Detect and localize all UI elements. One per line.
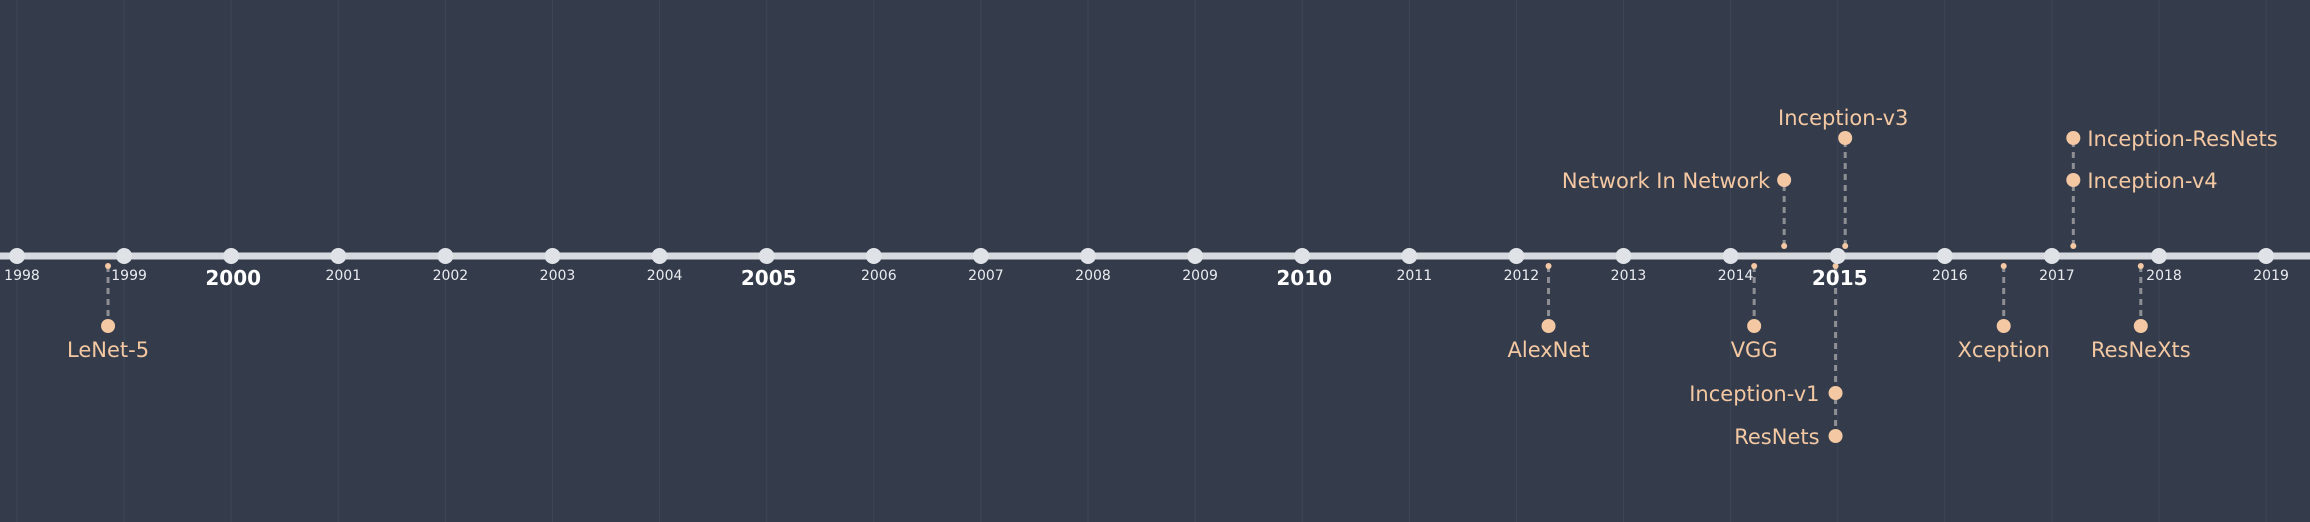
year-label-2000: 2000 <box>205 266 261 290</box>
event-marker-resnexts <box>2133 319 2148 333</box>
event-marker-vgg <box>1747 319 1762 333</box>
event-marker-inception-v1 <box>1828 386 1843 400</box>
year-label-2015: 2015 <box>1812 266 1868 290</box>
year-label-2008: 2008 <box>1075 268 1111 284</box>
year-label-2011: 2011 <box>1396 268 1432 284</box>
event-marker-lenet-5 <box>101 319 116 333</box>
event-anchor-dot <box>1842 243 1849 249</box>
event-marker-inception-v4 <box>2066 173 2081 187</box>
year-node-2002 <box>437 248 454 264</box>
event-label-lenet-5: LeNet-5 <box>67 338 149 362</box>
event-marker-xception <box>1996 319 2011 333</box>
event-label-resnets: ResNets <box>1734 425 1819 449</box>
year-node-2010 <box>1294 248 1311 264</box>
year-label-2018: 2018 <box>2146 268 2182 284</box>
year-label-2006: 2006 <box>861 268 897 284</box>
event-label-inception-v1: Inception-v1 <box>1689 382 1819 406</box>
year-label-2014: 2014 <box>1718 268 1754 284</box>
event-marker-resnets <box>1828 429 1843 443</box>
year-node-2006 <box>865 248 882 264</box>
year-label-2001: 2001 <box>325 268 361 284</box>
event-label-alexnet: AlexNet <box>1508 338 1590 362</box>
year-node-2016 <box>1936 248 1953 264</box>
year-node-2013 <box>1615 248 1632 264</box>
event-anchor-dot <box>105 263 112 269</box>
year-label-2012: 2012 <box>1504 268 1540 284</box>
year-label-2007: 2007 <box>968 268 1004 284</box>
year-node-2017 <box>2043 248 2060 264</box>
year-node-2012 <box>1508 248 1525 264</box>
event-connectors <box>105 138 2144 436</box>
event-anchor-dot <box>1781 243 1788 249</box>
year-node-2003 <box>544 248 561 264</box>
event-label-resnexts: ResNeXts <box>2091 338 2191 362</box>
year-label-1999: 1999 <box>111 268 147 284</box>
event-label-xception: Xception <box>1957 338 2049 362</box>
year-label-2009: 2009 <box>1182 268 1218 284</box>
event-marker-inception-v3 <box>1838 131 1853 145</box>
event-label-inception-v3: Inception-v3 <box>1778 106 1908 130</box>
event-anchor-dot <box>1832 263 1839 269</box>
year-node-2001 <box>330 248 347 264</box>
year-label-1998: 1998 <box>4 268 40 284</box>
year-label-2005: 2005 <box>741 266 797 290</box>
event-marker-alexnet <box>1541 319 1556 333</box>
year-node-2008 <box>1080 248 1096 264</box>
event-label-network-in-network: Network In Network <box>1562 169 1771 193</box>
year-node-2004 <box>651 248 668 264</box>
year-node-2018 <box>2151 248 2167 264</box>
event-label-vgg: VGG <box>1731 338 1778 362</box>
year-label-2010: 2010 <box>1276 266 1332 290</box>
year-node-2000 <box>223 248 240 264</box>
event-anchor-dot <box>1751 263 1758 269</box>
event-anchor-dot <box>2000 263 2007 269</box>
year-node-2007 <box>972 248 989 264</box>
year-node-2014 <box>1722 248 1739 264</box>
year-label-2013: 2013 <box>1611 268 1647 284</box>
event-marker-inception-resnets <box>2066 131 2081 145</box>
year-node-2009 <box>1187 248 1204 264</box>
year-label-2002: 2002 <box>433 268 469 284</box>
year-label-2004: 2004 <box>647 268 683 284</box>
event-anchor-dot <box>1545 263 1552 269</box>
year-label-2016: 2016 <box>1932 268 1968 284</box>
year-ticks: 1998 1999 2000 2001 2002 2003 2004 2005 2006 2007… <box>4 248 2289 290</box>
event-label-inception-resnets: Inception-ResNets <box>2087 127 2277 151</box>
year-node-1999 <box>116 248 133 264</box>
year-node-1998 <box>9 248 25 264</box>
year-node-2019 <box>2258 248 2275 264</box>
year-node-2005 <box>758 248 775 264</box>
year-node-2015 <box>1829 248 1846 264</box>
gridlines <box>16 0 2267 522</box>
year-label-2017: 2017 <box>2039 268 2075 284</box>
year-label-2003: 2003 <box>540 268 576 284</box>
event-anchor-dot <box>2070 243 2077 249</box>
event-anchor-dot <box>2137 263 2144 269</box>
year-node-2011 <box>1401 248 1418 264</box>
event-marker-network-in-network <box>1777 173 1792 187</box>
events: LeNet-5 AlexNet VGG Network In Network Incep… <box>67 106 2278 449</box>
event-label-inception-v4: Inception-v4 <box>2087 169 2217 193</box>
year-label-2019: 2019 <box>2253 268 2289 284</box>
